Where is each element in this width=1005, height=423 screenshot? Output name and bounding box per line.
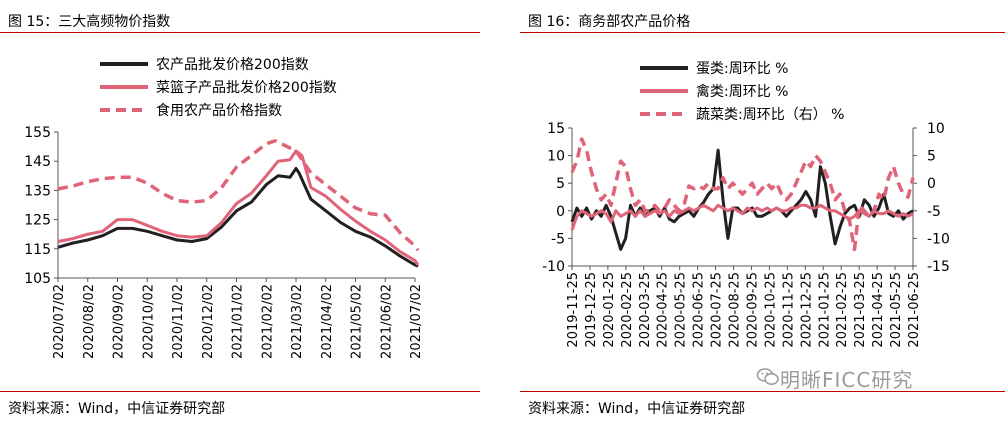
x-tick-label: 2021-02-25 bbox=[835, 272, 850, 348]
y-tick-label: -10 bbox=[542, 259, 565, 275]
x-tick-label: 2020-02-25 bbox=[620, 272, 635, 348]
y-tick-label: 0 bbox=[556, 204, 565, 220]
x-tick-label: 2019-11-25 bbox=[566, 272, 581, 348]
x-tick-label: 2020-10-25 bbox=[763, 272, 778, 348]
x-tick-label: 2020-12-25 bbox=[799, 272, 814, 348]
x-tick-label: 2021-01-25 bbox=[817, 272, 832, 348]
legend-label-0: 蛋类:周环比 % bbox=[696, 61, 788, 77]
y2-tick-label: 0 bbox=[927, 176, 936, 192]
x-tick-label: 2021-06-25 bbox=[907, 272, 922, 348]
figure-15-bottom-rule bbox=[0, 391, 480, 392]
x-tick-label: 2021/02/02 bbox=[260, 284, 275, 359]
figure-16-source: 资料来源：Wind，中信证券研究部 bbox=[528, 401, 746, 417]
x-tick-label: 2021/05/02 bbox=[350, 284, 365, 359]
y-tick-label: -5 bbox=[551, 231, 565, 247]
x-tick-label: 2020/08/02 bbox=[82, 284, 97, 359]
y2-tick-label: -10 bbox=[927, 231, 950, 247]
legend-label-1: 禽类:周环比 % bbox=[696, 83, 788, 100]
wechat-icon bbox=[756, 368, 779, 385]
x-tick-label: 2020/10/02 bbox=[141, 284, 156, 359]
figure-15-top-rule bbox=[0, 32, 480, 33]
series-line-2 bbox=[57, 139, 420, 252]
y-tick-label: 105 bbox=[24, 271, 51, 287]
y-tick-label: 145 bbox=[24, 154, 51, 170]
x-tick-label: 2020-03-25 bbox=[638, 272, 653, 348]
x-tick-label: 2021-04-25 bbox=[871, 272, 886, 348]
y2-tick-label: 5 bbox=[927, 149, 936, 165]
x-tick-label: 2021/03/02 bbox=[290, 284, 305, 359]
y-tick-label: 15 bbox=[547, 121, 565, 137]
y-tick-label: 135 bbox=[24, 183, 51, 199]
figure-16-bottom-rule bbox=[520, 391, 1005, 392]
figure-16-chart: -10 -5 0 5 10 15 -15 -10 -5 0 5 10 2019-11-25 2019-12… bbox=[542, 61, 950, 348]
series-line-1 bbox=[57, 149, 420, 266]
x-tick-label: 2020/12/02 bbox=[201, 284, 216, 359]
legend-label-0: 农产品批发价格200指数 bbox=[156, 57, 309, 73]
x-tick-label: 2021/04/02 bbox=[320, 284, 335, 359]
y-tick-label: 115 bbox=[24, 242, 51, 258]
x-tick-label: 2020-05-25 bbox=[674, 272, 689, 348]
figure-15-source: 资料来源：Wind，中信证券研究部 bbox=[8, 401, 226, 417]
figure-15-panel: 图 15：三大高频物价指数 105 115 125 135 145 155 2020/07/… bbox=[0, 0, 480, 423]
y2-tick-label: -5 bbox=[927, 204, 941, 220]
y-tick-label: 155 bbox=[24, 125, 51, 141]
x-tick-label: 2021/01/02 bbox=[231, 284, 246, 359]
figure-16-top-rule bbox=[520, 32, 1005, 33]
y2-tick-label: -15 bbox=[927, 259, 950, 275]
x-tick-label: 2021-05-25 bbox=[889, 272, 904, 348]
x-tick-label: 2021/07/02 bbox=[409, 284, 424, 359]
series-line-2 bbox=[570, 137, 915, 252]
figure-15-chart: 105 115 125 135 145 155 2020/07/02 2020/08/02 20… bbox=[24, 57, 424, 359]
watermark-text: 明晰FICC研究 bbox=[780, 368, 914, 392]
series-line-0 bbox=[57, 167, 419, 268]
x-tick-label: 2020-11-25 bbox=[781, 272, 796, 348]
figure-15-title: 图 15：三大高频物价指数 bbox=[8, 14, 171, 30]
series-line-1 bbox=[570, 203, 914, 231]
x-tick-label: 2020-01-25 bbox=[602, 272, 617, 348]
x-tick-label: 2020-08-25 bbox=[728, 272, 743, 348]
x-tick-label: 2020-04-25 bbox=[656, 272, 671, 348]
y2-tick-label: 10 bbox=[927, 121, 945, 137]
x-tick-label: 2021/06/02 bbox=[379, 284, 394, 359]
legend-label-1: 菜篮子产品批发价格200指数 bbox=[156, 80, 337, 96]
figure-16-title: 图 16：商务部农产品价格 bbox=[528, 14, 691, 30]
x-tick-label: 2021-03-25 bbox=[853, 272, 868, 348]
y-tick-label: 125 bbox=[24, 213, 51, 229]
y-tick-label: 10 bbox=[547, 149, 565, 165]
legend-label-2: 食用农产品价格指数 bbox=[156, 102, 282, 119]
figure-16-panel: 图 16：商务部农产品价格 -10 -5 0 5 10 15 -15 -10 -5 0 5 10 201… bbox=[520, 0, 1005, 423]
x-tick-label: 2020-07-25 bbox=[710, 272, 725, 348]
x-tick-label: 2020/11/02 bbox=[171, 284, 186, 359]
x-tick-label: 2020-09-25 bbox=[745, 272, 760, 348]
legend-label-2: 蔬菜类:周环比（右） % bbox=[696, 107, 844, 123]
x-tick-label: 2019-12-25 bbox=[584, 272, 599, 348]
y-tick-label: 5 bbox=[556, 176, 565, 192]
x-tick-label: 2020/07/02 bbox=[52, 284, 67, 359]
x-tick-label: 2020-06-25 bbox=[692, 272, 707, 348]
x-tick-label: 2020/09/02 bbox=[112, 284, 127, 359]
